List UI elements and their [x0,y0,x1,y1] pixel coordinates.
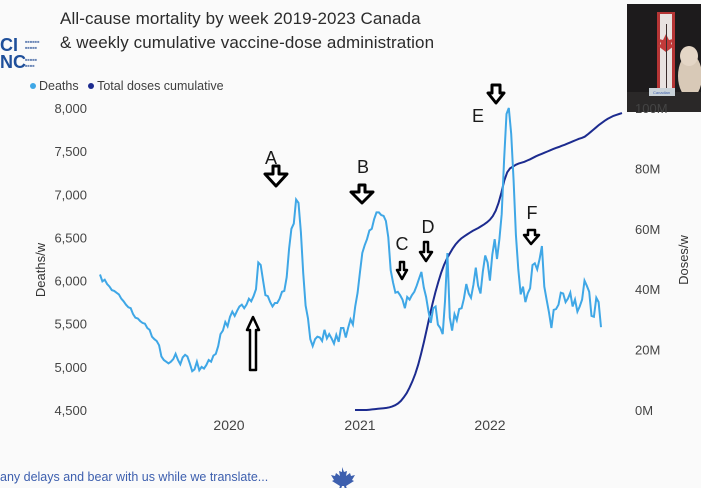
y-tick-label: 6,500 [54,230,87,245]
series-line-deaths [99,107,602,373]
left-y-axis: 4,500 5,000 5,500 6,000 6,500 7,000 7,500 8,000 [54,101,87,418]
annotation-label-b: B [357,157,369,177]
arrow-down-icon [522,228,541,246]
annotation-label-e: E [472,106,484,126]
annotation-label-c: C [396,234,409,254]
arrow-down-icon [349,183,375,205]
arrow-down-icon [486,83,506,105]
legend-item-doses: Total doses cumulative [88,79,224,93]
y-tick-label: 6,000 [54,274,87,289]
legend-swatch-deaths [30,83,36,89]
x-axis: 2020 2021 2022 [213,417,505,433]
annotation-label-a: A [265,148,277,168]
right-y-axis: 0M 20M 40M 60M 80M 100M [635,101,668,418]
y-tick-label: 7,500 [54,144,87,159]
y-tick-label: 4,500 [54,403,87,418]
legend-item-deaths: Deaths [30,79,79,93]
left-y-axis-label: Deaths/w [33,242,48,297]
legend-label-deaths: Deaths [39,79,79,93]
arrow-down-icon [395,260,409,281]
annotations: A B C D E F [245,83,541,372]
y2-tick-label: 40M [635,282,660,297]
y-tick-label: 8,000 [54,101,87,116]
video-badge: Canadian [653,90,671,95]
y2-tick-label: 0M [635,403,653,418]
chart-legend: Deaths Total doses cumulative [30,79,230,93]
annotation-label-f: F [527,203,538,223]
maple-leaf-icon [331,467,355,488]
arrow-down-icon [418,240,434,263]
x-tick-label: 2022 [474,417,505,433]
translation-caption: any delays and bear with us while we tra… [0,470,269,484]
y2-tick-label: 20M [635,343,660,358]
legend-label-doses: Total doses cumulative [97,79,224,93]
y-tick-label: 7,000 [54,187,87,202]
right-y-axis-label: Doses/w [676,234,691,284]
series-line-total-doses-cumulative [355,112,623,411]
arrow-up-icon [245,315,261,372]
y2-tick-label: 80M [635,161,660,176]
chart-title-line-1: All-cause mortality by week 2019-2023 Ca… [60,9,421,28]
video-thumbnail: Canadian [627,4,701,112]
chart-title-line-2: & weekly cumulative vaccine-dose adminis… [60,33,435,52]
y2-tick-label: 100M [635,101,668,116]
annotation-label-d: D [422,217,435,237]
y-tick-label: 5,500 [54,317,87,332]
x-tick-label: 2021 [344,417,375,433]
arrow-down-icon [263,164,289,188]
legend-swatch-doses [88,83,95,89]
organization-logo: CI NC ■■■■■■ ■■■■■ ■■■■■ ■■■■ [0,35,40,72]
y-tick-label: 5,000 [54,360,87,375]
y2-tick-label: 60M [635,222,660,237]
x-tick-label: 2020 [213,417,244,433]
